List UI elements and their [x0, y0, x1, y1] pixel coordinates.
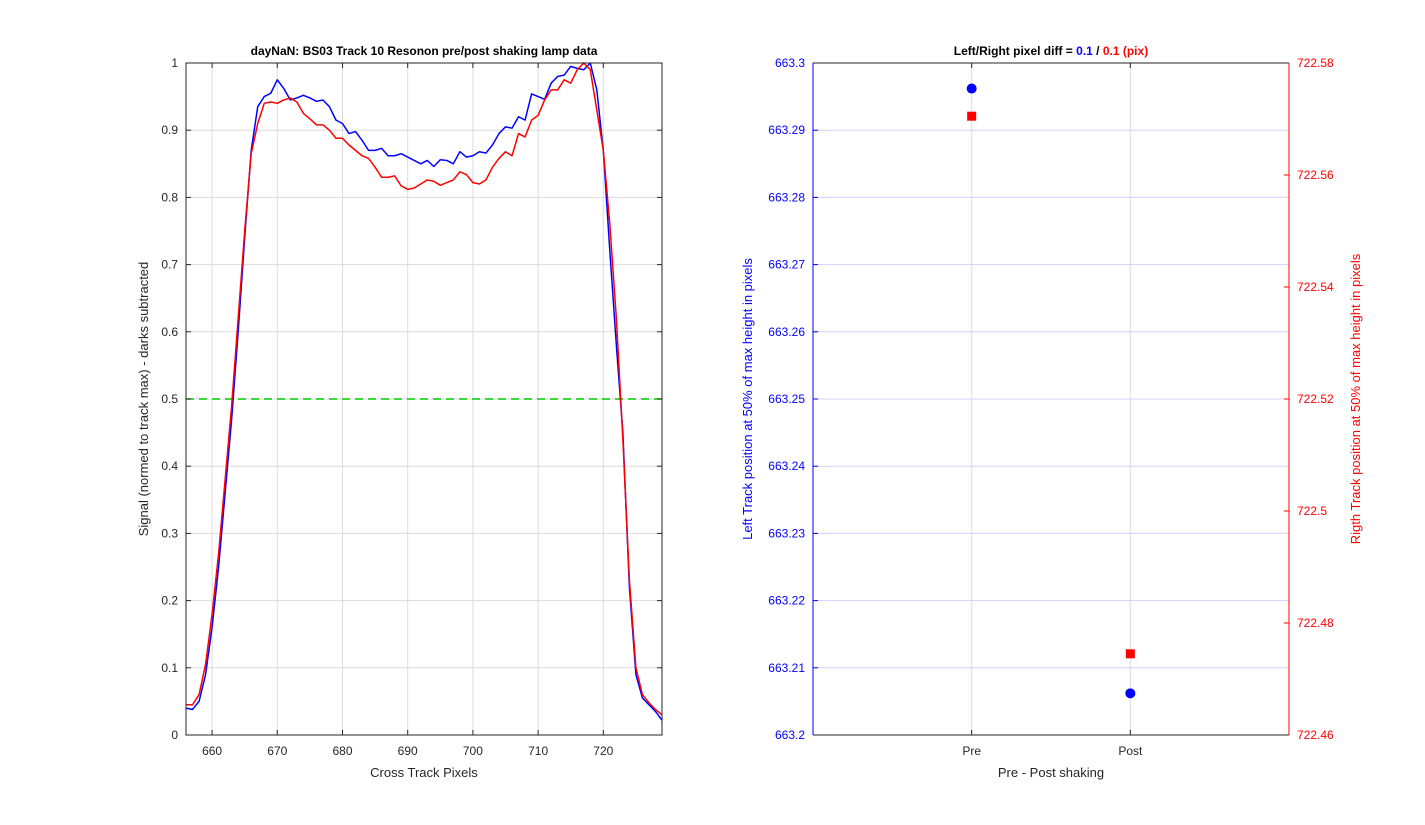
left-x-tick-label: 710: [528, 744, 548, 758]
right-chart: Pre Post 663.2 663.21 663.22 663.23 663.24 663.…: [740, 44, 1363, 780]
left-track-point: [1125, 688, 1136, 699]
right-axis-tick-label: 722.46: [1297, 728, 1334, 742]
right-axis-tick-label: 722.5: [1297, 504, 1327, 518]
right-track-point: [1125, 649, 1135, 659]
title-part-1: 0.1: [1076, 44, 1093, 58]
left-y-tick-label: 0.3: [161, 526, 178, 540]
left-x-tick-label: 680: [332, 744, 352, 758]
left-y-tick-label: 0.8: [161, 190, 178, 204]
left-y-tick-label: 0.4: [161, 459, 178, 473]
right-ticks: Pre Post 663.2 663.21 663.22 663.23 663.24 663.…: [768, 56, 1334, 758]
right-axis-tick-label: 722.56: [1297, 168, 1334, 182]
left-ticks: 660 670 680 690 700 710 720 0 0.1 0.2 0.3 0.4 0.5 0.6…: [161, 56, 662, 758]
title-part-0: Left/Right pixel diff =: [954, 44, 1076, 58]
right-x-axis-label: Pre - Post shaking: [998, 765, 1104, 780]
left-x-tick-label: 670: [267, 744, 287, 758]
left-x-tick-label: 660: [202, 744, 222, 758]
left-x-tick-label: 700: [463, 744, 483, 758]
left-x-tick-label: 690: [398, 744, 418, 758]
left-y-tick-label: 0: [171, 728, 178, 742]
left-axis-tick-label: 663.27: [768, 258, 805, 272]
left-x-tick-label: 720: [593, 744, 613, 758]
right-axis-tick-label: 722.52: [1297, 392, 1334, 406]
right-x-tick-label: Pre: [962, 744, 981, 758]
left-y-tick-label: 0.9: [161, 123, 178, 137]
left-chart: 660 670 680 690 700 710 720 0 0.1 0.2 0.3 0.4 0.5 0.6…: [136, 44, 663, 780]
left-y-tick-label: 0.2: [161, 594, 178, 608]
left-track-point: [966, 83, 977, 94]
right-series-group: [966, 83, 1136, 699]
left-axis-tick-label: 663.25: [768, 392, 805, 406]
left-y-tick-label: 0.7: [161, 258, 178, 272]
left-chart-title: dayNaN: BS03 Track 10 Resonon pre/post s…: [251, 44, 598, 58]
right-axis-tick-label: 722.54: [1297, 280, 1334, 294]
left-y-tick-label: 0.5: [161, 392, 178, 406]
left-y-tick-label: 0.1: [161, 661, 178, 675]
left-axis-tick-label: 663.2: [775, 728, 805, 742]
left-axis-tick-label: 663.26: [768, 325, 805, 339]
pre-shaking-line: [185, 62, 663, 721]
right-chart-title: Left/Right pixel diff = 0.1 / 0.1 (pix): [954, 44, 1148, 58]
right-axis-tick-label: 722.58: [1297, 56, 1334, 70]
left-x-axis-label: Cross Track Pixels: [370, 765, 478, 780]
left-axis-tick-label: 663.22: [768, 594, 805, 608]
right-track-point: [967, 111, 977, 121]
left-y-tick-label: 1: [171, 56, 178, 70]
left-y-tick-label: 0.6: [161, 325, 178, 339]
left-axis-tick-label: 663.23: [768, 526, 805, 540]
right-axis-tick-label: 722.48: [1297, 616, 1334, 630]
right-right-y-axis-label: Rigth Track position at 50% of max heigh…: [1348, 253, 1363, 544]
left-y-axis-label: Signal (normed to track max) - darks sub…: [136, 262, 151, 537]
right-left-y-axis-label: Left Track position at 50% of max height…: [740, 258, 755, 540]
right-x-tick-label: Post: [1118, 744, 1143, 758]
left-axis-tick-label: 663.21: [768, 661, 805, 675]
left-axis-tick-label: 663.28: [768, 190, 805, 204]
left-axes-box: [185, 62, 663, 736]
left-axis-tick-label: 663.29: [768, 123, 805, 137]
title-part-2: /: [1093, 44, 1103, 58]
title-part-3: 0.1 (pix): [1103, 44, 1148, 58]
post-shaking-line: [186, 62, 663, 716]
left-axis-tick-label: 663.3: [775, 56, 805, 70]
left-axis-tick-label: 663.24: [768, 459, 805, 473]
left-series-group: [185, 62, 663, 721]
